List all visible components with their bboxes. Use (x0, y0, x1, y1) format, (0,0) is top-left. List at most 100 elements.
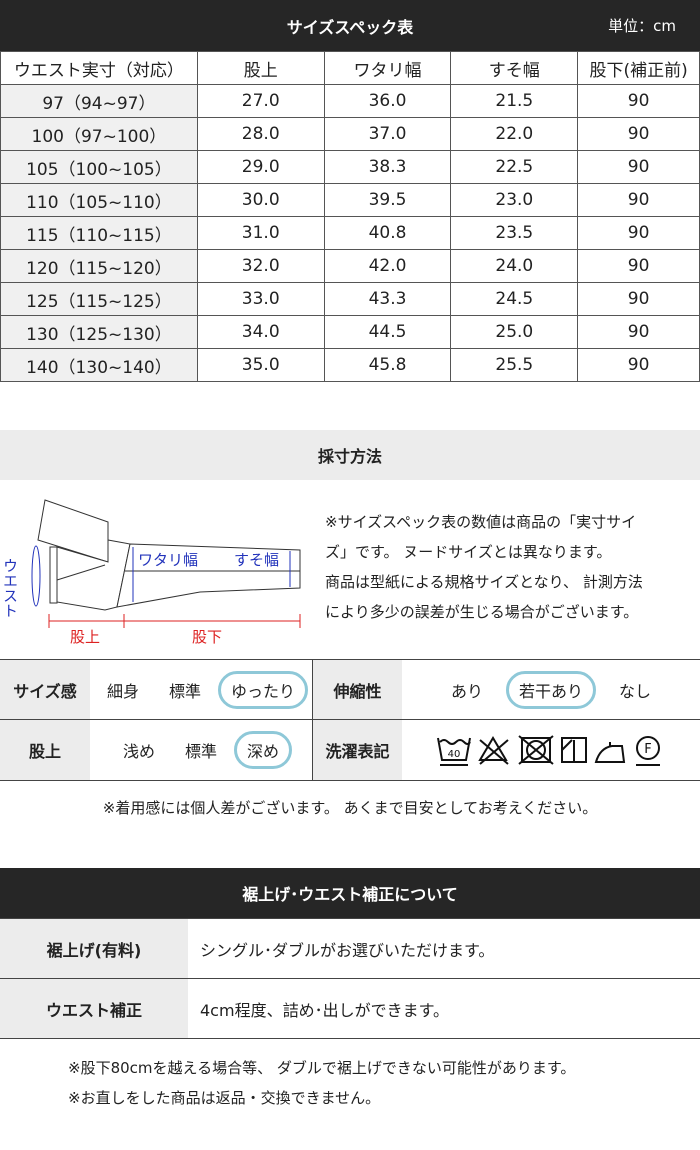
table-row: 125（115~125） 33.0 43.3 24.5 90 (0, 282, 700, 316)
waist-label: ウエスト (1, 558, 19, 618)
waist-adjust-row: ウエスト補正 4cm程度、詰め･出しができます。 (0, 978, 700, 1039)
svg-text:F: F (644, 742, 651, 757)
table-cell: 42.0 (323, 249, 452, 283)
spec-title: サイズスペック表 (286, 17, 414, 37)
table-cell: 35.0 (196, 348, 325, 382)
table-cell: 90 (577, 117, 700, 151)
size-feel-label: サイズ感 (0, 660, 90, 719)
table-cell: 37.0 (323, 117, 452, 151)
table-cell: 125（115~125） (0, 282, 198, 316)
feel-note: ※着用感には個人差がございます。 あくまで目安としてお考えください。 (102, 799, 598, 817)
table-cell: 45.8 (323, 348, 452, 382)
stretch-option: あり (450, 681, 483, 701)
note-line: 商品は型紙による規格サイズとなり、 計測方法 (325, 573, 643, 591)
table-cell: 105（100~105） (0, 150, 198, 184)
hem-notes: ※股下80cmを越える場合等、 ダブルで裾上げできない可能性があります。 ※お直… (68, 1053, 575, 1113)
table-row: 115（110~115） 31.0 40.8 23.5 90 (0, 216, 700, 250)
table-cell: 90 (577, 348, 700, 382)
table-cell: 100（97~100） (0, 117, 198, 151)
measure-notes: ※サイズスペック表の数値は商品の「実寸サイ ズ」です。 ヌードサイズとは異なりま… (325, 507, 643, 627)
size-option-selected: ゆったり (218, 670, 309, 709)
note-line: ※股下80cmを越える場合等、 ダブルで裾上げできない可能性があります。 (68, 1059, 576, 1077)
table-cell: 24.0 (450, 249, 579, 283)
size-spec-table: ウエスト実寸（対応） 股上 ワタリ幅 すそ幅 股下(補正前) 97（94~97）… (0, 51, 700, 382)
table-cell: 27.0 (196, 84, 325, 118)
rise-option-selected: 深め (234, 731, 293, 769)
feel-row-2: 股上 浅め 標準 深め 洗濯表記 40 F (0, 719, 700, 781)
table-cell: 90 (577, 282, 700, 316)
stretch-option-selected: 若干あり (505, 670, 596, 709)
measure-title: 採寸方法 (317, 447, 382, 466)
size-option: 標準 (168, 681, 201, 701)
table-cell: 90 (577, 216, 700, 250)
table-cell: 90 (577, 150, 700, 184)
table-cell: 97（94~97） (0, 84, 198, 118)
table-row: 130（125~130） 34.0 44.5 25.0 90 (0, 315, 700, 349)
dry-clean-f-icon: F (636, 736, 660, 766)
table-cell: 21.5 (450, 84, 579, 118)
table-row: 97（94~97） 27.0 36.0 21.5 90 (0, 84, 700, 118)
note-line: ※お直しをした商品は返品・交換できません。 (68, 1089, 381, 1107)
table-row: 140（130~140） 35.0 45.8 25.5 90 (0, 348, 700, 382)
hem-row-label: 裾上げ(有料) (0, 919, 188, 978)
note-line: ※サイズスペック表の数値は商品の「実寸サイ (325, 513, 637, 531)
pants-outline (37, 499, 301, 611)
table-cell: 90 (577, 249, 700, 283)
table-cell: 44.5 (323, 315, 452, 349)
stretch-label: 伸縮性 (312, 660, 402, 719)
note-line: により多少の誤差が生じる場合がございます。 (325, 603, 639, 621)
waist-adjust-label: ウエスト補正 (0, 979, 188, 1038)
hem-label: すそ幅 (234, 551, 279, 569)
header-hem: すそ幅 (450, 51, 579, 85)
table-row: 110（105~110） 30.0 39.5 23.0 90 (0, 183, 700, 217)
table-cell: 36.0 (323, 84, 452, 118)
rise-option: 標準 (184, 742, 217, 761)
iron-low-icon (594, 742, 626, 763)
table-cell: 39.5 (323, 183, 452, 217)
table-cell: 40.8 (323, 216, 452, 250)
table-cell: 140（130~140） (0, 348, 198, 382)
table-cell: 38.3 (323, 150, 452, 184)
table-cell: 23.5 (450, 216, 579, 250)
header-inseam: 股下(補正前) (577, 51, 700, 85)
measure-header: 採寸方法 (0, 430, 700, 480)
header-rise: 股上 (196, 51, 325, 85)
table-cell: 22.0 (450, 117, 579, 151)
hem-title: 裾上げ･ウエスト補正について (242, 885, 458, 904)
inseam-label: 股下 (192, 628, 222, 646)
table-cell: 29.0 (196, 150, 325, 184)
table-cell: 25.0 (450, 315, 579, 349)
feel-row-1: サイズ感 細身 標準 ゆったり 伸縮性 あり 若干あり なし (0, 659, 700, 719)
table-row: 105（100~105） 29.0 38.3 22.5 90 (0, 150, 700, 184)
table-cell: 22.5 (450, 150, 579, 184)
waist-marker (31, 545, 41, 607)
stretch-option: なし (619, 681, 652, 701)
thigh-label: ワタリ幅 (138, 551, 198, 569)
svg-text:40: 40 (448, 749, 461, 760)
table-cell: 130（125~130） (0, 315, 198, 349)
table-header-row: ウエスト実寸（対応） 股上 ワタリ幅 すそ幅 股下(補正前) (0, 51, 700, 85)
table-cell: 90 (577, 315, 700, 349)
table-cell: 30.0 (196, 183, 325, 217)
unit-label: 単位：cm (608, 17, 676, 35)
waist-adjust-value: 4cm程度、詰め･出しができます。 (200, 1000, 449, 1020)
wash-label: 洗濯表記 (312, 720, 402, 780)
header-thigh: ワタリ幅 (323, 51, 452, 85)
table-row: 120（115~120） 32.0 42.0 24.0 90 (0, 249, 700, 283)
wash-40-icon: 40 (437, 737, 471, 766)
table-cell: 43.3 (323, 282, 452, 316)
hem-row-value: シングル･ダブルがお選びいただけます。 (200, 940, 495, 960)
table-cell: 110（105~110） (0, 183, 198, 217)
spec-header: サイズスペック表 単位：cm (0, 0, 700, 51)
rise-option: 浅め (122, 742, 155, 761)
table-cell: 23.0 (450, 183, 579, 217)
table-cell: 33.0 (196, 282, 325, 316)
no-tumble-dry-icon (518, 735, 554, 765)
table-cell: 28.0 (196, 117, 325, 151)
line-dry-shade-icon (561, 737, 587, 763)
table-row: 100（97~100） 28.0 37.0 22.0 90 (0, 117, 700, 151)
hem-header: 裾上げ･ウエスト補正について (0, 868, 700, 918)
table-cell: 32.0 (196, 249, 325, 283)
wash-icons: 40 F (437, 735, 660, 766)
table-cell: 90 (577, 183, 700, 217)
